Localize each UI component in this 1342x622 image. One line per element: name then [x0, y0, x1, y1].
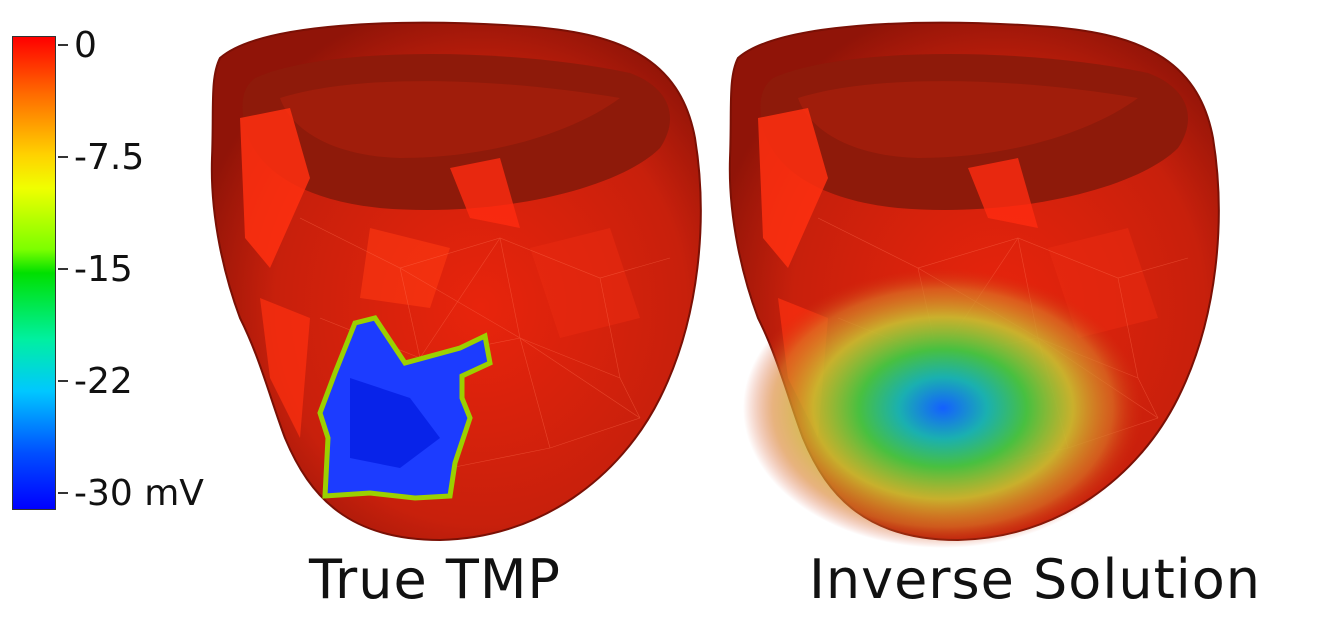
- colorbar-tick-label: -22: [74, 361, 133, 402]
- panel-caption-true-tmp: True TMP: [308, 548, 561, 611]
- colorbar-tick: [58, 492, 68, 494]
- colorbar-tick-label: 0: [74, 25, 97, 66]
- panel-caption-inverse-solution: Inverse Solution: [808, 548, 1262, 611]
- colorbar-tick: [58, 156, 68, 158]
- colorbar: [12, 36, 56, 510]
- activation-region: [743, 268, 1143, 548]
- heart-inverse-solution: [728, 21, 1220, 548]
- colorbar-tick-label: -15: [74, 249, 133, 290]
- colorbar-tick: [58, 44, 68, 46]
- colorbar-tick-label: -7.5: [74, 137, 145, 178]
- colorbar-tick-label: -30 mV: [74, 473, 204, 514]
- heart-true-tmp: [210, 21, 702, 542]
- colorbar-tick: [58, 268, 68, 270]
- colorbar-tick: [58, 380, 68, 382]
